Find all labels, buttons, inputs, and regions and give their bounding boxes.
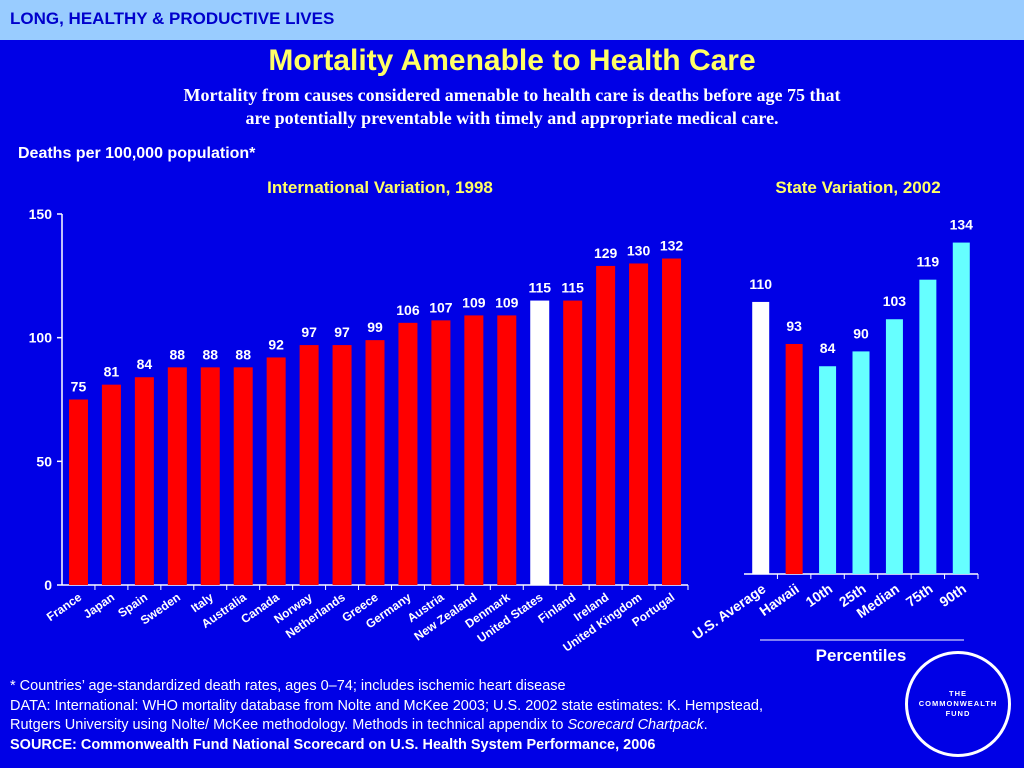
y-tick-label: 0 [44, 577, 52, 593]
data-label: 115 [528, 280, 551, 296]
data-label: 109 [462, 294, 486, 310]
data-label: 84 [820, 340, 836, 356]
bar [299, 345, 319, 585]
data-label: 88 [235, 346, 251, 362]
data-label: 103 [883, 293, 907, 309]
data-label: 134 [950, 217, 974, 233]
y-tick-label: 100 [29, 330, 53, 346]
footnote: * Countries’ age-standardized death rate… [10, 678, 566, 694]
x-tick-label: 75th [903, 580, 936, 610]
y-tick-label: 150 [29, 206, 53, 222]
slide-subtitle: Mortality from causes considered amenabl… [112, 84, 912, 130]
bar [68, 399, 88, 585]
bar [952, 242, 970, 574]
data-line-2-suffix: . [703, 717, 708, 733]
group-label: Percentiles [816, 646, 907, 665]
data-label: 81 [104, 364, 120, 380]
x-tick-label: 10th [803, 580, 836, 610]
y-axis-label: Deaths per 100,000 population* [18, 145, 256, 162]
subtitle-line-2: are potentially preventable with timely … [245, 108, 779, 128]
bar [752, 301, 770, 574]
data-label: 88 [170, 346, 186, 362]
bar [530, 300, 550, 585]
data-label: 84 [137, 356, 153, 372]
chart-title: International Variation, 1998 [267, 178, 493, 197]
x-tick-label: U.S. Average [689, 580, 768, 642]
slide-title: Mortality Amenable to Health Care [268, 44, 756, 77]
bar [919, 279, 937, 574]
charts-canvas: International Variation, 1998 0 50 100 150 75… [29, 178, 979, 665]
bar [431, 320, 451, 585]
section-header-text: LONG, HEALTHY & PRODUCTIVE LIVES [10, 9, 335, 28]
data-label: 106 [396, 302, 420, 318]
data-label: 109 [495, 294, 519, 310]
data-label: 92 [268, 336, 284, 352]
bar [167, 367, 187, 585]
footer-notes: * Countries’ age-standardized death rate… [10, 677, 910, 755]
bar [662, 258, 682, 585]
x-tick-label: 90th [936, 580, 969, 610]
bar [852, 351, 870, 574]
data-line-1: DATA: International: WHO mortality datab… [10, 697, 764, 714]
data-label: 90 [853, 325, 869, 341]
section-header-bar: LONG, HEALTHY & PRODUCTIVE LIVES [0, 0, 1024, 40]
bar [134, 377, 154, 585]
bar [332, 345, 352, 585]
bar [596, 265, 616, 585]
data-label: 75 [71, 379, 87, 395]
bar [200, 367, 220, 585]
data-label: 97 [334, 324, 350, 340]
bar [885, 319, 903, 574]
data-label: 107 [429, 299, 453, 315]
data-label: 88 [202, 346, 218, 362]
data-label: 115 [561, 280, 584, 296]
bar [266, 357, 286, 585]
data-label: 97 [301, 324, 317, 340]
data-label: 132 [660, 238, 684, 254]
data-line-2-prefix: Rutgers University using Nolte/ McKee me… [10, 717, 568, 733]
bar [497, 315, 517, 585]
bar [101, 384, 121, 585]
data-line-2: Rutgers University using Nolte/ McKee me… [10, 716, 910, 736]
y-tick-label: 50 [36, 453, 52, 469]
subtitle-line-1: Mortality from causes considered amenabl… [183, 85, 841, 105]
bar [233, 367, 253, 585]
x-tick-label: Japan [81, 590, 117, 621]
bar [365, 340, 385, 585]
data-label: 129 [594, 245, 618, 261]
bar [819, 366, 837, 574]
data-label: 110 [749, 276, 772, 292]
commonwealth-fund-logo: THE COMMONWEALTH FUND [905, 651, 1011, 757]
chart-title: State Variation, 2002 [775, 178, 940, 197]
bar [629, 263, 649, 585]
data-label: 130 [627, 242, 651, 258]
x-tick-label: Finland [535, 590, 578, 626]
source-line: SOURCE: Commonwealth Fund National Score… [10, 736, 656, 753]
data-line-2-italic: Scorecard Chartpack [567, 717, 704, 733]
data-label: 93 [786, 318, 802, 334]
bar [785, 343, 803, 574]
bar [464, 315, 484, 585]
x-tick-label: France [44, 590, 85, 624]
bar [398, 322, 418, 585]
data-label: 119 [917, 254, 940, 270]
logo-text: THE COMMONWEALTH FUND [918, 689, 998, 718]
bar [563, 300, 583, 585]
data-label: 99 [367, 319, 383, 335]
